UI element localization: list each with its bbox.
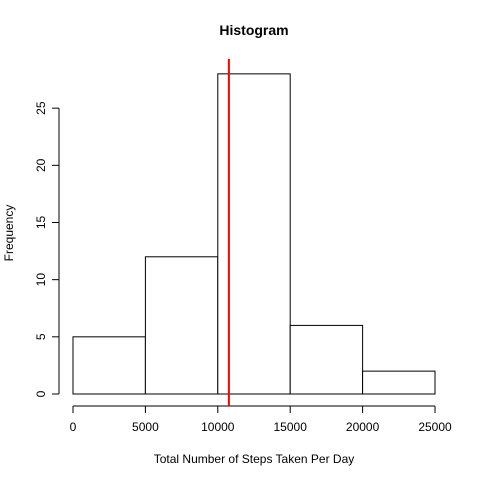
y-tick-label-3: 15 <box>34 216 48 230</box>
x-tick-label-2: 10000 <box>201 420 235 434</box>
x-axis: 0 5000 10000 15000 20000 25000 <box>70 405 452 434</box>
x-axis-label: Total Number of Steps Taken Per Day <box>154 452 355 466</box>
y-tick-label-5: 25 <box>34 101 48 115</box>
y-tick-label-4: 20 <box>34 158 48 172</box>
y-tick-label-2: 10 <box>34 273 48 287</box>
chart-title: Histogram <box>219 22 288 38</box>
histogram-bar-4 <box>362 370 436 395</box>
x-tick-label-3: 15000 <box>274 420 308 434</box>
histogram-bar-0 <box>72 336 146 395</box>
y-axis-label: Frequency <box>2 205 16 262</box>
x-tick-label-5: 25000 <box>418 420 452 434</box>
histogram-bar-3 <box>289 324 364 395</box>
x-tick-label-4: 20000 <box>346 420 380 434</box>
x-tick-label-1: 5000 <box>132 420 159 434</box>
x-tick-label-0: 0 <box>70 420 77 434</box>
y-tick-label-1: 5 <box>34 333 48 340</box>
y-tick-label-0: 0 <box>34 390 48 397</box>
histogram-bar-1 <box>144 256 219 395</box>
y-axis: 0 5 10 15 20 25 <box>34 101 60 397</box>
